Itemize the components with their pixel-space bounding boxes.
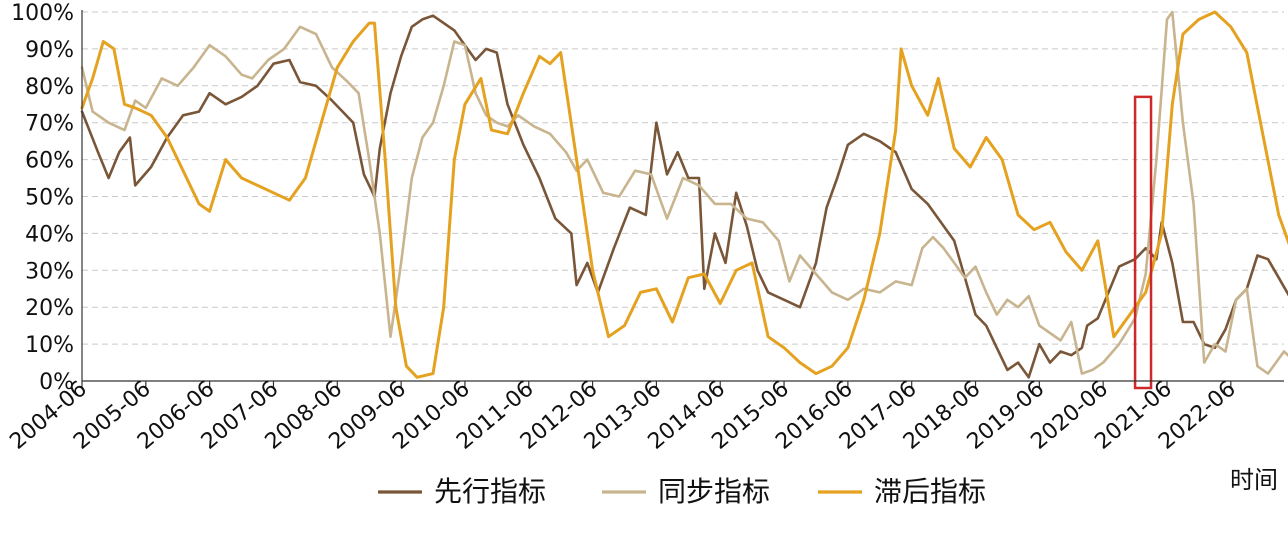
legend-label-1: 先行指标 <box>434 475 546 508</box>
y-tick-label: 90% <box>25 38 74 63</box>
y-tick-label: 70% <box>25 112 74 137</box>
y-tick-label: 0% <box>39 370 74 395</box>
y-tick-label: 50% <box>25 186 74 211</box>
plot-area <box>80 10 1288 390</box>
x-axis-title: 时间 <box>1230 466 1278 494</box>
y-tick-label: 20% <box>25 296 74 321</box>
y-tick-label: 30% <box>25 259 74 284</box>
gridlines <box>82 11 1284 345</box>
series-line-2 <box>80 10 1288 375</box>
y-tick-label: 80% <box>25 75 74 100</box>
series-line-1 <box>80 14 1288 379</box>
y-tick-label: 40% <box>25 222 74 247</box>
legend-label-3: 滞后指标 <box>874 475 986 508</box>
y-tick-label: 10% <box>25 333 74 358</box>
y-tick-label: 100% <box>11 1 74 26</box>
legend-label-2: 同步指标 <box>658 475 770 508</box>
highlight-box <box>1133 95 1153 390</box>
series-line-3 <box>80 10 1288 379</box>
y-tick-label: 60% <box>25 149 74 174</box>
axes: 0%10%20%30%40%50%60%70%80%90%100%2004-06… <box>5 1 1284 494</box>
legend: 先行指标 同步指标 滞后指标 <box>378 475 986 508</box>
